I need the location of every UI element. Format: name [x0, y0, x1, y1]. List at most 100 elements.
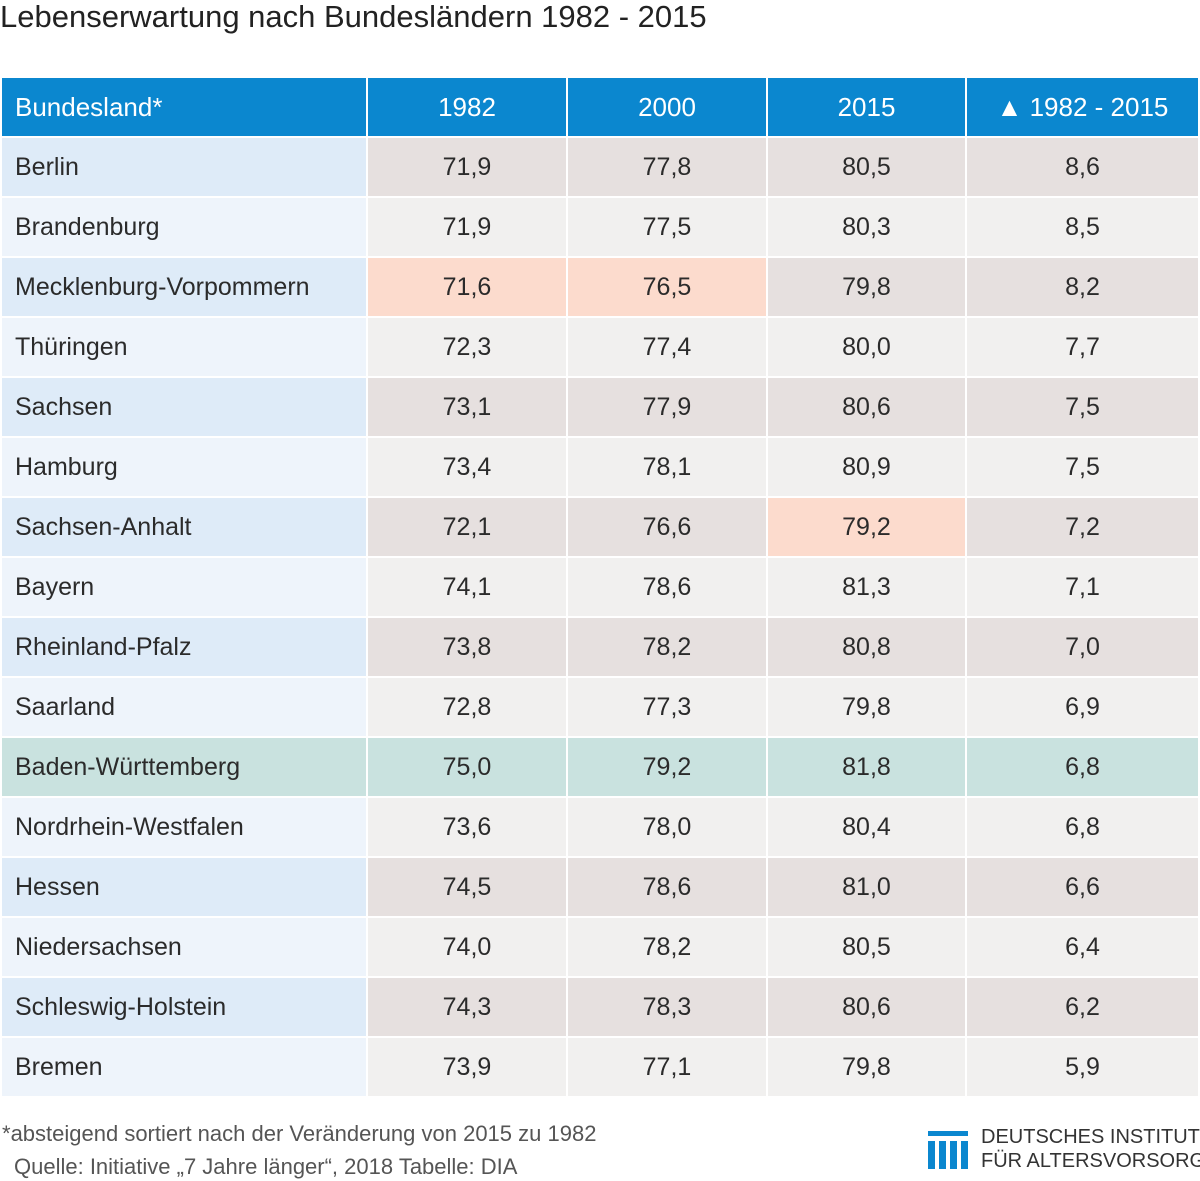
page-title: Lebenserwartung nach Bundesländern 1982 …	[0, 0, 707, 34]
dia-columns-logo-icon	[928, 1131, 968, 1169]
cell-2015: 80,5	[766, 137, 966, 198]
logo-line-2: FÜR ALTERSVORSORGE	[981, 1150, 1200, 1172]
table-row: Brandenburg 71,9 77,5 80,3 8,5	[2, 197, 1198, 258]
cell-state: Sachsen	[2, 377, 367, 438]
table-row: Bremen 73,9 77,1 79,8 5,9	[2, 1037, 1198, 1098]
footnote-text: absteigend sortiert nach der Veränderung…	[10, 1121, 597, 1146]
table-row: Niedersachsen 74,0 78,2 80,5 6,4	[2, 917, 1198, 978]
cell-2015: 80,5	[766, 917, 966, 978]
cell-2015: 81,3	[766, 557, 966, 618]
cell-2000: 79,2	[566, 737, 767, 798]
cell-2015: 81,8	[766, 737, 966, 798]
cell-change: 7,5	[965, 377, 1198, 438]
cell-change: 7,2	[965, 497, 1198, 558]
cell-2000: 78,2	[566, 917, 767, 978]
header-change: ▲ 1982 - 2015	[965, 78, 1198, 138]
cell-change: 6,8	[965, 797, 1198, 858]
cell-change: 6,9	[965, 677, 1198, 738]
cell-1982: 74,5	[366, 857, 567, 918]
cell-state: Bremen	[2, 1037, 367, 1098]
cell-1982: 72,3	[366, 317, 567, 378]
table-row: Nordrhein-Westfalen 73,6 78,0 80,4 6,8	[2, 797, 1198, 858]
table-row: Sachsen 73,1 77,9 80,6 7,5	[2, 377, 1198, 438]
cell-state: Saarland	[2, 677, 367, 738]
cell-change: 6,2	[965, 977, 1198, 1038]
cell-state: Nordrhein-Westfalen	[2, 797, 367, 858]
cell-1982: 74,1	[366, 557, 567, 618]
cell-1982: 73,8	[366, 617, 567, 678]
cell-change: 7,7	[965, 317, 1198, 378]
cell-change: 7,1	[965, 557, 1198, 618]
cell-2015: 80,3	[766, 197, 966, 258]
table-header-row: Bundesland* 1982 2000 2015 ▲ 1982 - 2015	[2, 78, 1198, 138]
cell-change: 8,2	[965, 257, 1198, 318]
cell-2015: 81,0	[766, 857, 966, 918]
cell-2000: 77,8	[566, 137, 767, 198]
table-row: Berlin 71,9 77,8 80,5 8,6	[2, 137, 1198, 198]
cell-2000: 76,6	[566, 497, 767, 558]
footnote-asterisk: *	[2, 1121, 11, 1146]
header-bundesland: Bundesland*	[2, 78, 367, 138]
cell-1982: 73,1	[366, 377, 567, 438]
cell-1982: 71,9	[366, 197, 567, 258]
cell-1982: 74,0	[366, 917, 567, 978]
cell-2000: 78,3	[566, 977, 767, 1038]
table-row-highest: Baden-Württemberg 75,0 79,2 81,8 6,8	[2, 737, 1198, 798]
table-row: Hamburg 73,4 78,1 80,9 7,5	[2, 437, 1198, 498]
cell-1982: 73,6	[366, 797, 567, 858]
cell-1982: 72,8	[366, 677, 567, 738]
cell-2000: 78,6	[566, 557, 767, 618]
cell-1982: 72,1	[366, 497, 567, 558]
header-1982: 1982	[366, 78, 567, 138]
cell-2000-lowest: 76,5	[566, 257, 767, 318]
cell-2000: 77,1	[566, 1037, 767, 1098]
cell-state: Brandenburg	[2, 197, 367, 258]
cell-change: 6,4	[965, 917, 1198, 978]
cell-2000: 78,1	[566, 437, 767, 498]
cell-2000: 77,3	[566, 677, 767, 738]
cell-1982: 71,9	[366, 137, 567, 198]
cell-change: 8,6	[965, 137, 1198, 198]
cell-2015-lowest: 79,2	[766, 497, 966, 558]
cell-2000: 77,5	[566, 197, 767, 258]
logo-line-1: DEUTSCHES INSTITUT	[981, 1126, 1200, 1148]
dia-logo: DEUTSCHES INSTITUT FÜR ALTERSVORSORGE	[928, 1125, 1200, 1175]
table-row: Sachsen-Anhalt 72,1 76,6 79,2 7,2	[2, 497, 1198, 558]
cell-change: 7,0	[965, 617, 1198, 678]
cell-change: 8,5	[965, 197, 1198, 258]
cell-2000: 78,0	[566, 797, 767, 858]
cell-state: Mecklenburg-Vorpommern	[2, 257, 367, 318]
table-row: Rheinland-Pfalz 73,8 78,2 80,8 7,0	[2, 617, 1198, 678]
cell-2000: 77,4	[566, 317, 767, 378]
table-row: Thüringen 72,3 77,4 80,0 7,7	[2, 317, 1198, 378]
header-2000: 2000	[566, 78, 767, 138]
table-row: Saarland 72,8 77,3 79,8 6,9	[2, 677, 1198, 738]
cell-change: 5,9	[965, 1037, 1198, 1098]
cell-2000: 78,6	[566, 857, 767, 918]
table-row: Mecklenburg-Vorpommern 71,6 76,5 79,8 8,…	[2, 257, 1198, 318]
cell-state: Rheinland-Pfalz	[2, 617, 367, 678]
cell-change: 6,6	[965, 857, 1198, 918]
cell-state: Schleswig-Holstein	[2, 977, 367, 1038]
cell-state: Baden-Württemberg	[2, 737, 367, 798]
cell-2015: 80,8	[766, 617, 966, 678]
cell-1982: 73,9	[366, 1037, 567, 1098]
table-row: Schleswig-Holstein 74,3 78,3 80,6 6,2	[2, 977, 1198, 1038]
cell-2000: 78,2	[566, 617, 767, 678]
footnote: *absteigend sortiert nach der Veränderun…	[2, 1120, 596, 1148]
source-note: Quelle: Initiative „7 Jahre länger“, 201…	[14, 1154, 518, 1179]
cell-state: Bayern	[2, 557, 367, 618]
cell-change: 7,5	[965, 437, 1198, 498]
cell-1982: 73,4	[366, 437, 567, 498]
cell-state: Sachsen-Anhalt	[2, 497, 367, 558]
cell-state: Hamburg	[2, 437, 367, 498]
cell-2015: 79,8	[766, 677, 966, 738]
cell-2015: 80,9	[766, 437, 966, 498]
cell-1982: 75,0	[366, 737, 567, 798]
cell-2015: 80,4	[766, 797, 966, 858]
cell-state: Berlin	[2, 137, 367, 198]
cell-2015: 79,8	[766, 1037, 966, 1098]
cell-state: Niedersachsen	[2, 917, 367, 978]
cell-2015: 80,6	[766, 977, 966, 1038]
header-2015: 2015	[766, 78, 966, 138]
